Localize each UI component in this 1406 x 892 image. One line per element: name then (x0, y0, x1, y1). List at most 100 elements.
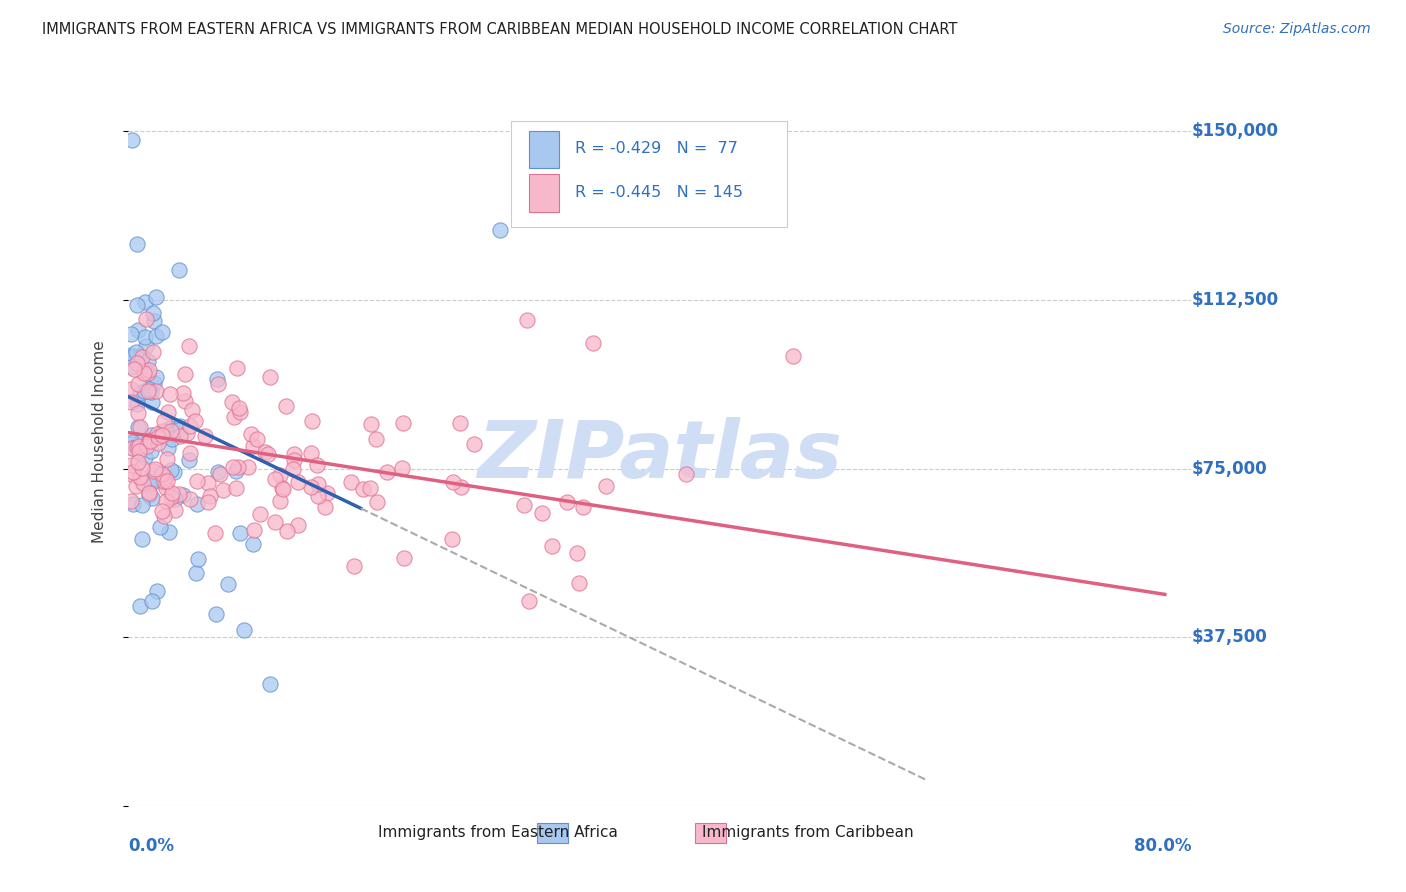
Point (197, 476, 219, 491)
Point (136, 354, 159, 368)
Point (187, 552, 209, 566)
Point (217, 577, 239, 591)
Point (120, 395, 142, 409)
Point (134, 295, 156, 310)
Point (120, 437, 142, 451)
Point (281, 461, 304, 475)
Point (375, 465, 398, 479)
Point (155, 493, 177, 508)
Point (283, 453, 305, 467)
Point (342, 559, 364, 574)
Point (271, 481, 294, 495)
Point (152, 508, 174, 523)
Text: Immigrants from Eastern Africa: Immigrants from Eastern Africa (378, 825, 617, 840)
Point (136, 384, 159, 398)
Point (128, 599, 150, 613)
Point (134, 362, 156, 376)
Point (516, 313, 538, 327)
Point (131, 442, 153, 456)
Point (145, 384, 167, 399)
Point (142, 464, 165, 478)
Point (127, 377, 149, 392)
Point (392, 416, 415, 430)
Point (299, 480, 322, 494)
Point (315, 486, 337, 500)
Point (167, 262, 190, 277)
Point (120, 350, 142, 364)
Point (184, 414, 207, 428)
Point (156, 405, 179, 419)
Point (124, 345, 146, 359)
Point (136, 435, 159, 450)
Point (571, 500, 593, 514)
Point (450, 480, 472, 494)
Point (127, 236, 149, 251)
Point (287, 518, 309, 533)
Point (517, 594, 540, 608)
Point (150, 504, 173, 518)
Point (246, 432, 269, 446)
Point (150, 427, 173, 442)
Point (172, 386, 194, 401)
Point (139, 476, 162, 491)
Point (359, 481, 381, 495)
Text: $75,000: $75,000 (1191, 459, 1267, 477)
Point (128, 439, 150, 453)
Point (132, 366, 155, 380)
Point (141, 395, 163, 409)
Point (391, 460, 413, 475)
Point (143, 462, 166, 476)
Point (159, 421, 181, 435)
Text: Source: ZipAtlas.com: Source: ZipAtlas.com (1223, 22, 1371, 37)
Point (139, 428, 162, 442)
Point (139, 433, 162, 447)
Point (125, 479, 148, 493)
Text: $37,500: $37,500 (1191, 628, 1267, 646)
Point (138, 363, 160, 377)
Point (242, 440, 264, 454)
Point (127, 420, 149, 434)
Point (128, 444, 150, 458)
Point (782, 349, 804, 363)
Point (160, 463, 183, 477)
Point (299, 446, 322, 460)
Point (150, 475, 173, 490)
Text: R = -0.445   N = 145: R = -0.445 N = 145 (575, 185, 742, 200)
Point (134, 330, 156, 344)
Point (229, 405, 252, 419)
Point (120, 326, 142, 341)
Point (264, 516, 287, 530)
Point (555, 495, 578, 509)
Point (146, 584, 169, 599)
Point (208, 467, 231, 481)
Point (176, 426, 198, 441)
Point (226, 361, 249, 376)
Point (207, 465, 229, 479)
Point (253, 445, 276, 459)
Point (179, 446, 201, 460)
Point (283, 447, 305, 461)
Point (131, 499, 153, 513)
Point (127, 323, 149, 337)
Point (120, 348, 142, 362)
Point (142, 472, 165, 486)
Point (207, 372, 229, 386)
Point (120, 382, 142, 396)
Point (149, 429, 172, 443)
Point (222, 410, 245, 425)
Point (259, 677, 281, 691)
Point (146, 435, 169, 450)
Point (179, 418, 201, 433)
Point (301, 414, 323, 428)
Text: 0.0%: 0.0% (128, 837, 174, 855)
Point (142, 306, 165, 320)
Point (243, 523, 266, 537)
Point (595, 479, 617, 493)
Point (142, 344, 165, 359)
Point (259, 369, 281, 384)
Text: $150,000: $150,000 (1191, 122, 1278, 140)
Point (121, 441, 143, 455)
Point (131, 461, 153, 475)
Point (121, 133, 143, 147)
Point (269, 467, 291, 482)
